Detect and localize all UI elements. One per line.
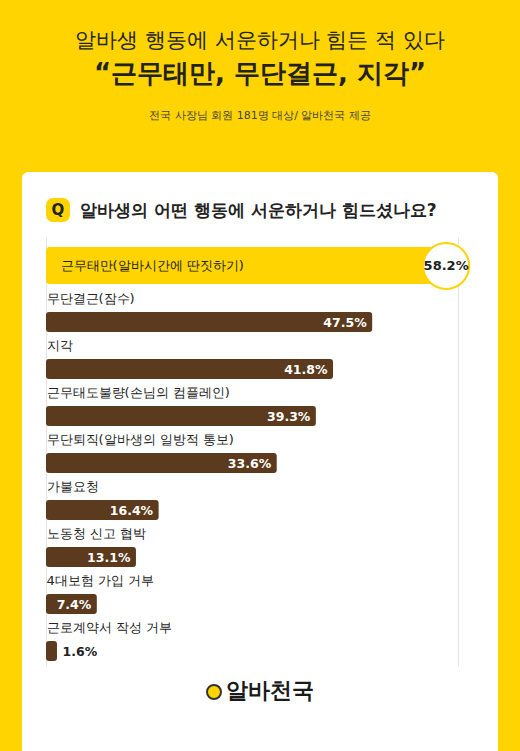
html-text:알바천국: 알바천국 <box>226 678 314 703</box>
svg-text:근로계약서 작성 거부: 근로계약서 작성 거부 <box>47 620 172 635</box>
svg-text:58.2%: 58.2% <box>424 258 469 273</box>
html-text:알바생 행동에 서운하거나 힘든 적 있다: 알바생 행동에 서운하거나 힘든 적 있다 <box>75 28 445 52</box>
svg-text:무단결근(잠수): 무단결근(잠수) <box>47 291 135 306</box>
svg-text:33.6%: 33.6% <box>228 456 272 471</box>
svg-text:노동청 신고 협박: 노동청 신고 협박 <box>47 526 146 541</box>
html-text:전국 사장님 회원 181명 대상/ 알바천국 제공: 전국 사장님 회원 181명 대상/ 알바천국 제공 <box>149 109 371 122</box>
svg-text:41.8%: 41.8% <box>284 362 328 377</box>
svg-text:4대보험 가입 거부: 4대보험 가입 거부 <box>47 573 155 588</box>
html-text:“근무태만, 무단결근, 지각”: “근무태만, 무단결근, 지각” <box>94 58 426 88</box>
svg-text:16.4%: 16.4% <box>110 503 154 518</box>
svg-text:1.6%: 1.6% <box>62 644 97 659</box>
svg-text:근무태만(알바시간에 딴짓하기): 근무태만(알바시간에 딴짓하기) <box>61 258 244 273</box>
svg-text:47.5%: 47.5% <box>323 315 367 330</box>
svg-text:근무태도불량(손님의 컴플레인): 근무태도불량(손님의 컴플레인) <box>47 385 230 400</box>
svg-text:무단퇴직(알바생의 일방적 통보): 무단퇴직(알바생의 일방적 통보) <box>47 432 234 447</box>
svg-text:13.1%: 13.1% <box>87 550 131 565</box>
svg-text:지각: 지각 <box>47 338 73 353</box>
svg-text:7.4%: 7.4% <box>57 597 92 612</box>
svg-text:가불요청: 가불요청 <box>47 479 99 494</box>
html-text:Q: Q <box>51 201 65 219</box>
html-text:알바생의 어떤 행동에 서운하거나 힘드셨나요?: 알바생의 어떤 행동에 서운하거나 힘드셨나요? <box>80 199 437 220</box>
svg-text:39.3%: 39.3% <box>267 409 311 424</box>
